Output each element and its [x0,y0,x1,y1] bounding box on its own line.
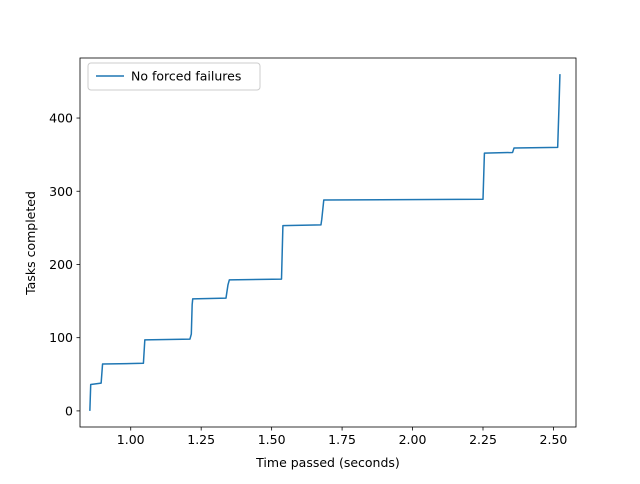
y-tick-label: 300 [49,184,73,199]
y-tick-label: 0 [65,403,73,418]
x-tick-label: 2.25 [469,432,497,447]
x-tick-label: 1.00 [117,432,145,447]
series-layer [89,74,561,411]
plot-area [79,57,577,428]
y-axis: 0 100 200 300 400 [49,111,80,418]
axes-frame [79,57,577,428]
y-axis-label: Tasks completed [23,191,38,296]
x-tick-label: 2.50 [540,432,568,447]
y-tick-label: 100 [49,330,73,345]
x-tick-label: 1.25 [187,432,215,447]
series-line [89,74,561,411]
legend-frame [87,62,261,91]
x-tick-label: 1.50 [258,432,286,447]
x-tick-label: 2.00 [399,432,427,447]
x-axis-label: Time passed (seconds) [255,455,400,470]
y-tick-label: 400 [49,111,73,126]
y-tick-label: 200 [49,257,73,272]
legend: No forced failures [87,62,261,91]
x-tick-label: 1.75 [328,432,356,447]
legend-label: No forced failures [131,69,241,84]
x-axis: 1.00 1.25 1.50 1.75 2.00 2.25 2.50 [117,427,568,447]
